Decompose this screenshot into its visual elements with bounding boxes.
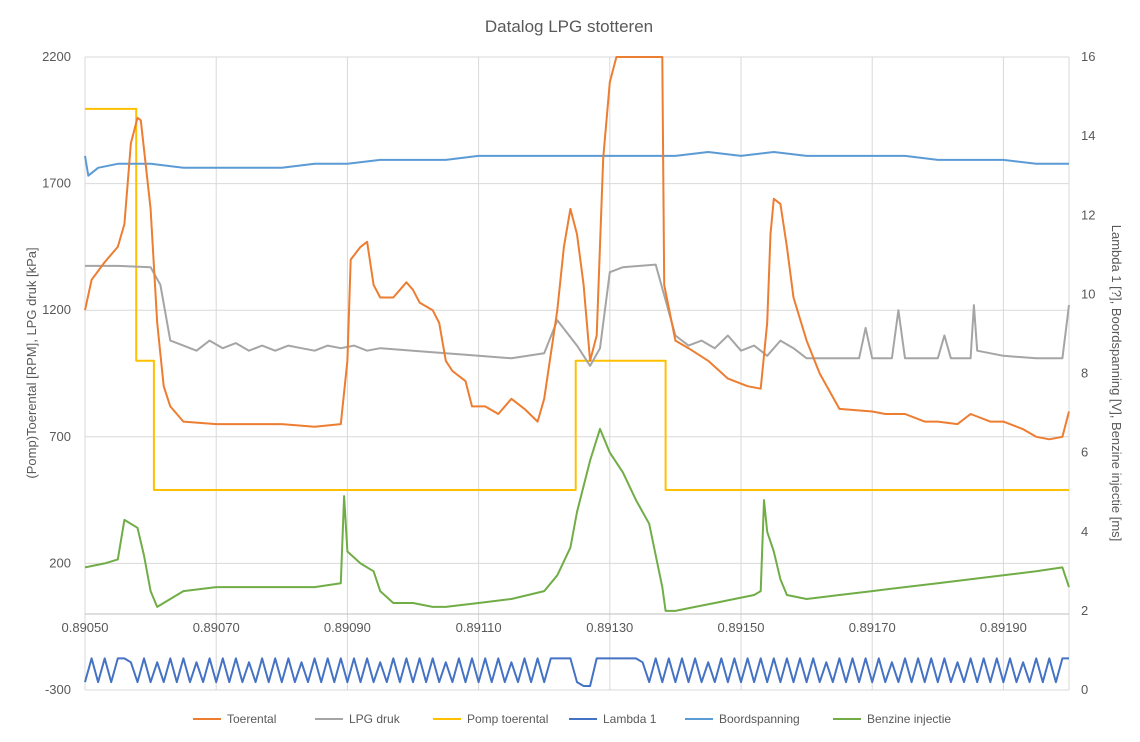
legend-item: Boordspanning	[685, 712, 800, 726]
y-left-tick-label: -300	[45, 682, 71, 697]
chart-title: Datalog LPG stotteren	[485, 17, 653, 36]
y-right-tick-label: 4	[1081, 524, 1088, 539]
series-line-pomp-toerental	[85, 107, 1069, 491]
legend-label: Pomp toerental	[467, 712, 548, 726]
tick-label-layer: -300 200 700 1200 1700 2200 0.89050 0.89070 0.89…	[42, 49, 1095, 697]
legend: Toerental LPG druk Pomp toerental Lambda 1 B…	[193, 712, 951, 726]
series-layer	[84, 56, 1070, 687]
legend-item: LPG druk	[315, 712, 401, 726]
x-tick-label: 0.89150	[718, 620, 765, 635]
series-line-lpg-druk	[85, 263, 1070, 367]
legend-label: LPG druk	[349, 712, 401, 726]
y-left-tick-label: 200	[49, 555, 71, 570]
y-right-tick-label: 8	[1081, 366, 1088, 381]
x-tick-label: 0.89170	[849, 620, 896, 635]
y-right-tick-label: 16	[1081, 49, 1095, 64]
y-left-tick-label: 1200	[42, 302, 71, 317]
series-line-benzine-injectie	[84, 427, 1070, 612]
y-right-tick-label: 14	[1081, 128, 1095, 143]
legend-item: Benzine injectie	[833, 712, 951, 726]
x-tick-label: 0.89070	[193, 620, 240, 635]
x-tick-label: 0.89130	[586, 620, 633, 635]
x-tick-label: 0.89190	[980, 620, 1027, 635]
y-axis-left-title: (Pomp)Toerental [RPM], LPG druk [kPa]	[24, 247, 39, 478]
x-tick-label: 0.89050	[62, 620, 109, 635]
y-right-tick-label: 12	[1081, 207, 1095, 222]
legend-item: Lambda 1	[569, 712, 657, 726]
x-tick-label: 0.89090	[324, 620, 371, 635]
y-left-tick-label: 1700	[42, 176, 71, 191]
y-right-tick-label: 10	[1081, 286, 1095, 301]
legend-label: Lambda 1	[603, 712, 657, 726]
y-right-tick-label: 6	[1081, 445, 1088, 460]
series-line-boordspanning	[84, 151, 1069, 177]
y-left-tick-label: 700	[49, 429, 71, 444]
y-axis-right-title: Lambda 1 [?], Boordspanning [V], Benzine…	[1109, 225, 1124, 542]
series-line-lambda-1	[84, 657, 1069, 687]
y-right-tick-label: 2	[1081, 603, 1088, 618]
legend-label: Toerental	[227, 712, 276, 726]
legend-label: Benzine injectie	[867, 712, 951, 726]
series-line-toerental	[84, 56, 1070, 441]
y-right-tick-label: 0	[1081, 682, 1088, 697]
x-tick-label: 0.89110	[456, 620, 502, 635]
legend-item: Pomp toerental	[433, 712, 548, 726]
legend-label: Boordspanning	[719, 712, 800, 726]
grid-layer	[84, 56, 1070, 691]
legend-item: Toerental	[193, 712, 276, 726]
y-left-tick-label: 2200	[42, 49, 71, 64]
